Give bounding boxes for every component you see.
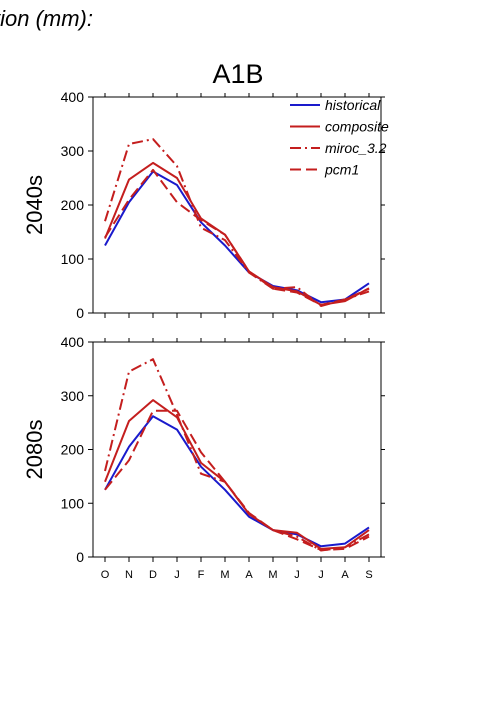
chart-panel-2: 0 100 200 300 400 O N D J F M A M J J A S 2080s bbox=[22, 334, 385, 581]
y-tick-label: 400 bbox=[61, 89, 85, 105]
y-tick-label: 200 bbox=[61, 442, 85, 458]
x-tick-label: N bbox=[125, 569, 133, 581]
x-tick-label: A bbox=[341, 569, 349, 581]
x-tick-label: D bbox=[149, 569, 157, 581]
plot-frame bbox=[92, 341, 382, 558]
y-tick-label: 300 bbox=[61, 388, 85, 404]
series-line-composite bbox=[104, 161, 370, 306]
x-tick-label: M bbox=[268, 569, 277, 581]
legend-label: pcm1 bbox=[324, 162, 359, 178]
x-tick-label: A bbox=[245, 569, 253, 581]
x-tick-label: J bbox=[318, 569, 324, 581]
legend-label: composite bbox=[325, 119, 389, 135]
y-tick-label: 100 bbox=[61, 251, 85, 267]
series-line-composite bbox=[104, 399, 370, 550]
series-line-pcm1 bbox=[104, 409, 370, 551]
y-tick-label: 400 bbox=[61, 334, 85, 350]
x-tick-label: J bbox=[294, 569, 300, 581]
legend: historical composite miroc_3.2 pcm1 bbox=[290, 97, 389, 178]
y-axis-label: 2080s bbox=[22, 420, 47, 480]
x-tick-label: J bbox=[174, 569, 180, 581]
page-title: tion (mm): bbox=[0, 6, 93, 31]
x-tick-label: M bbox=[220, 569, 229, 581]
chart-panel-1: 0 100 200 300 400 2040s A1B historical composite… bbox=[22, 59, 389, 321]
y-tick-label: 0 bbox=[76, 305, 84, 321]
y-tick-label: 100 bbox=[61, 495, 85, 511]
x-tick-label: F bbox=[198, 569, 205, 581]
series-line-historical bbox=[104, 415, 370, 548]
y-tick-label: 0 bbox=[76, 549, 84, 565]
chart-title: A1B bbox=[212, 59, 263, 89]
series-line-miroc-3-2 bbox=[104, 358, 370, 552]
y-tick-label: 300 bbox=[61, 143, 85, 159]
legend-label: historical bbox=[325, 97, 381, 113]
y-tick-label: 200 bbox=[61, 197, 85, 213]
y-axis-label: 2040s bbox=[22, 175, 47, 235]
series-line-historical bbox=[104, 170, 370, 304]
series-line-pcm1 bbox=[104, 168, 370, 306]
x-tick-label: O bbox=[101, 569, 110, 581]
legend-label: miroc_3.2 bbox=[325, 140, 387, 156]
x-tick-label: S bbox=[365, 569, 372, 581]
